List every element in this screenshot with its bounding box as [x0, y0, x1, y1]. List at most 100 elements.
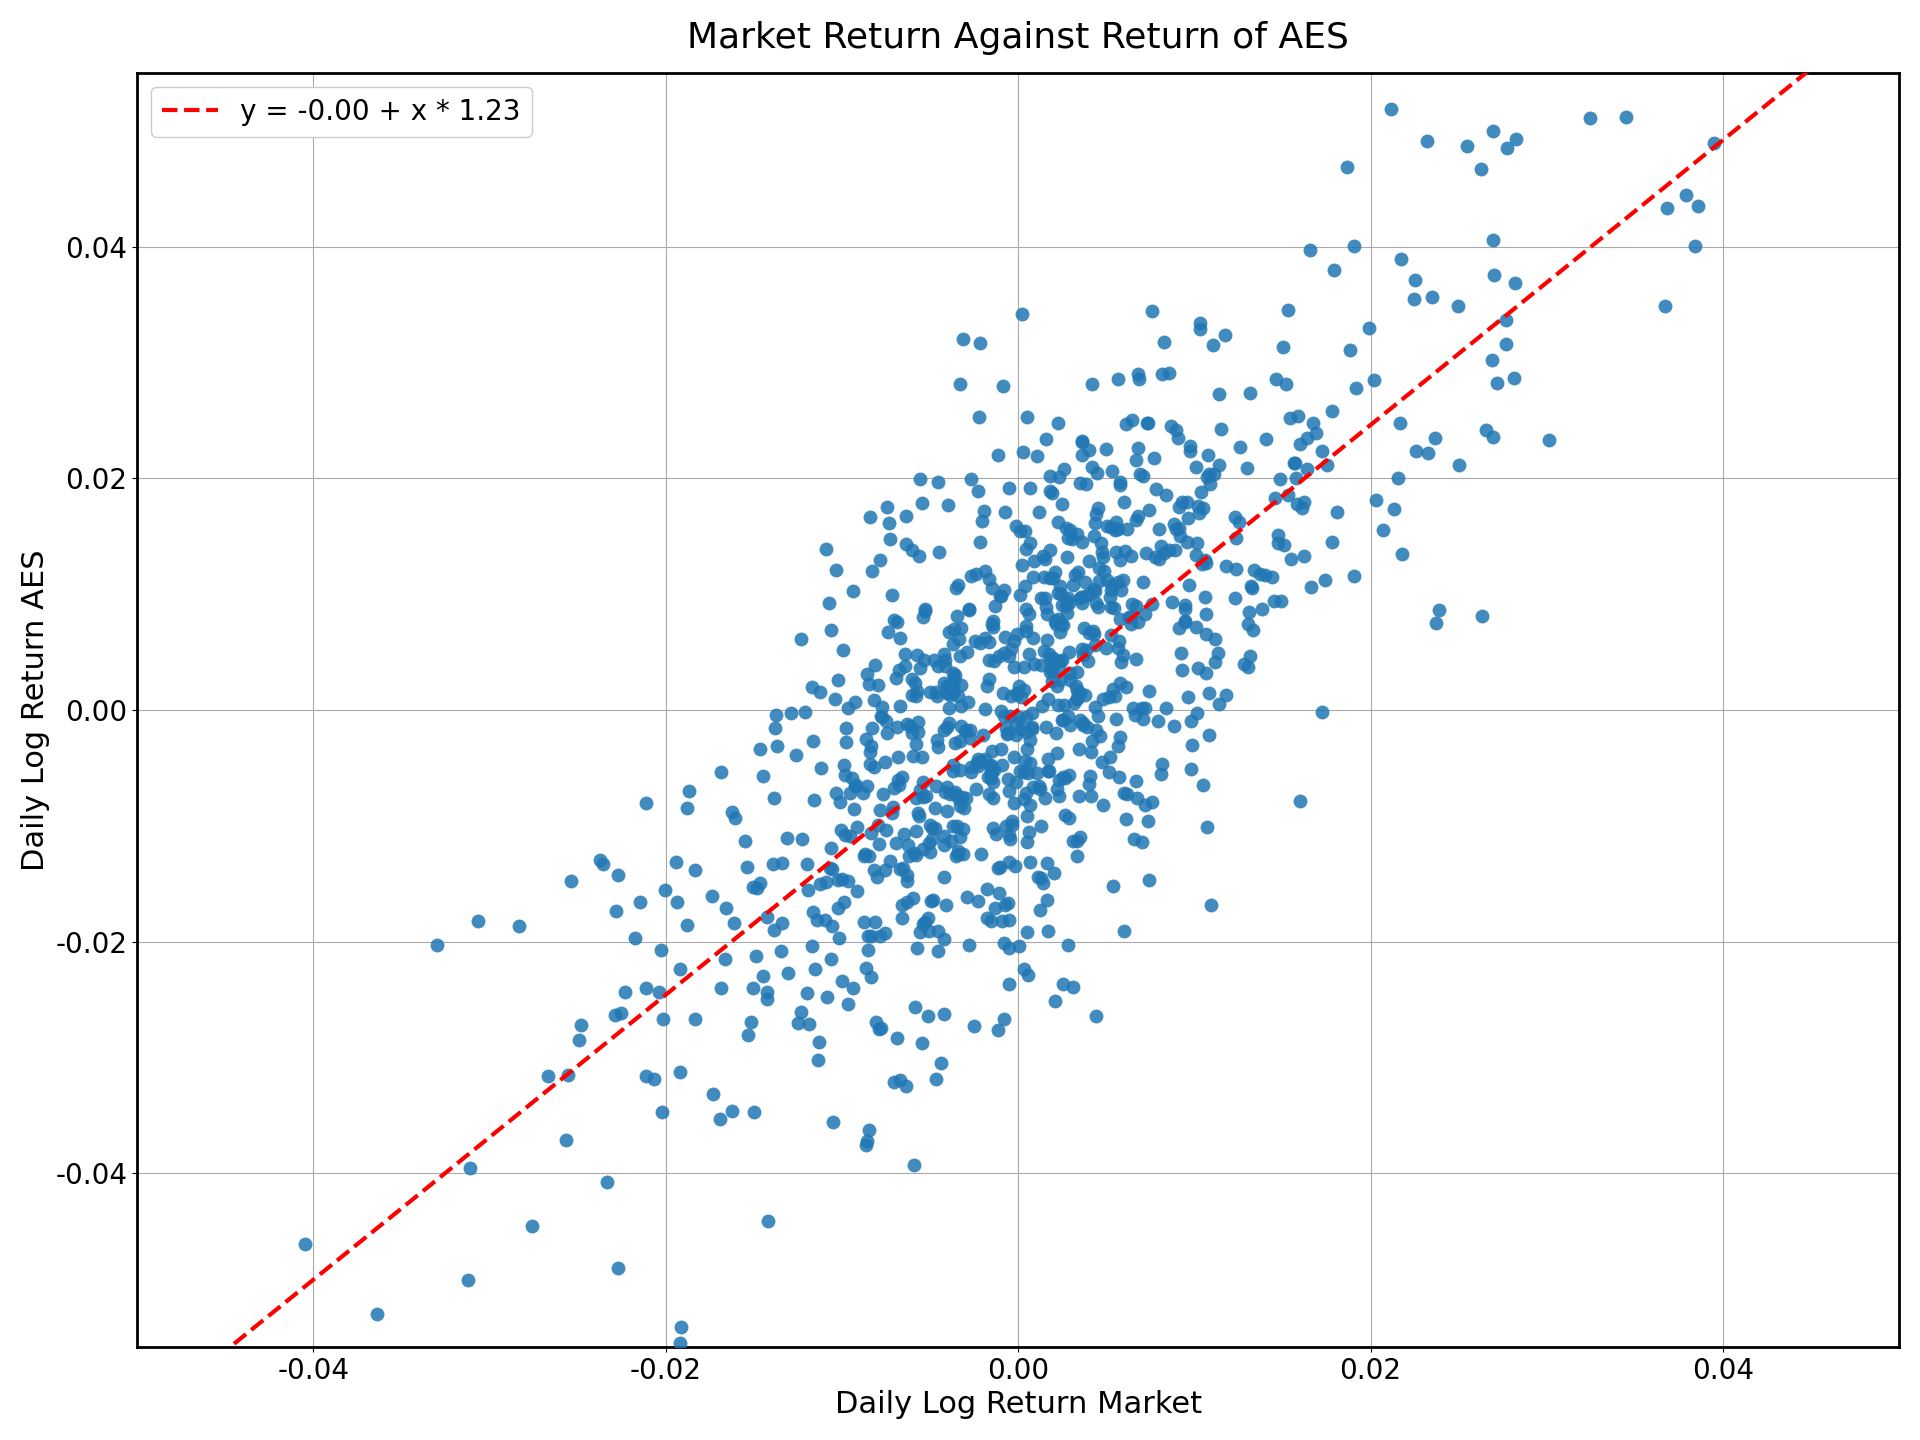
Point [1058, 975, 1089, 998]
Point [891, 1074, 922, 1097]
Point [948, 842, 979, 865]
Point [1044, 769, 1075, 792]
Point [1025, 815, 1056, 838]
Point [1012, 805, 1043, 828]
Point [1016, 716, 1046, 739]
Point [1116, 408, 1146, 431]
Point [1236, 576, 1267, 599]
Point [1169, 609, 1200, 632]
Point [453, 1269, 484, 1292]
Point [1029, 566, 1060, 589]
Point [1361, 488, 1392, 511]
Point [1190, 467, 1221, 490]
Point [931, 716, 962, 739]
Point [647, 1102, 678, 1125]
Point [929, 719, 960, 742]
Point [660, 850, 691, 873]
Point [864, 924, 895, 948]
Point [943, 685, 973, 708]
Point [1534, 429, 1565, 452]
Point [1204, 693, 1235, 716]
Point [910, 600, 941, 624]
Point [1054, 592, 1085, 615]
Point [1044, 649, 1075, 672]
Point [1235, 575, 1265, 598]
Point [937, 632, 968, 655]
Point [1056, 518, 1087, 541]
Point [1002, 683, 1033, 706]
Point [1077, 455, 1108, 478]
Point [1094, 585, 1125, 608]
Point [605, 1001, 636, 1024]
Point [1210, 324, 1240, 347]
Point [707, 760, 737, 783]
Point [1021, 762, 1052, 785]
Point [975, 753, 1006, 776]
Point [1104, 549, 1135, 572]
Point [1023, 899, 1054, 922]
Point [1066, 530, 1096, 553]
Point [864, 1018, 895, 1041]
Point [893, 864, 924, 887]
Point [876, 527, 906, 550]
Point [952, 886, 983, 909]
Point [1444, 294, 1475, 317]
Point [1476, 348, 1507, 372]
Point [1025, 865, 1056, 888]
Point [290, 1233, 321, 1256]
Point [983, 857, 1014, 880]
Point [854, 753, 885, 776]
Point [891, 713, 922, 736]
Point [624, 890, 655, 913]
Point [1048, 694, 1079, 717]
Point [870, 819, 900, 842]
Point [791, 982, 822, 1005]
Point [851, 1133, 881, 1156]
Point [1244, 562, 1275, 585]
Point [1106, 471, 1137, 494]
Point [1006, 717, 1037, 740]
Point [866, 704, 897, 727]
Point [824, 896, 854, 919]
Point [1680, 235, 1711, 258]
Point [1066, 827, 1096, 850]
Point [1102, 734, 1133, 757]
Point [1478, 426, 1509, 449]
Point [1031, 428, 1062, 451]
Point [637, 1067, 668, 1090]
Point [804, 873, 835, 896]
Point [1066, 592, 1096, 615]
Point [854, 1119, 885, 1142]
Point [1044, 621, 1075, 644]
Point [455, 1156, 486, 1179]
Point [1500, 272, 1530, 295]
Point [1041, 674, 1071, 697]
Point [1311, 454, 1342, 477]
Point [1029, 639, 1060, 662]
Point [920, 816, 950, 840]
Point [837, 579, 868, 602]
Point [985, 585, 1016, 608]
Point [1188, 497, 1219, 520]
Point [989, 894, 1020, 917]
Point [852, 924, 883, 948]
Point [829, 890, 860, 913]
Point [975, 762, 1006, 785]
Point [904, 467, 935, 490]
Point [1100, 518, 1131, 541]
Point [868, 782, 899, 805]
Point [1025, 778, 1056, 801]
Point [1190, 552, 1221, 575]
Point [708, 948, 739, 971]
Point [1471, 419, 1501, 442]
Point [1478, 120, 1509, 143]
Point [785, 1001, 816, 1024]
Point [1035, 480, 1066, 503]
Point [1031, 596, 1062, 619]
Point [858, 654, 889, 677]
Point [1027, 544, 1058, 567]
Point [1016, 729, 1046, 752]
Point [991, 815, 1021, 838]
Point [941, 664, 972, 687]
Point [854, 505, 885, 528]
